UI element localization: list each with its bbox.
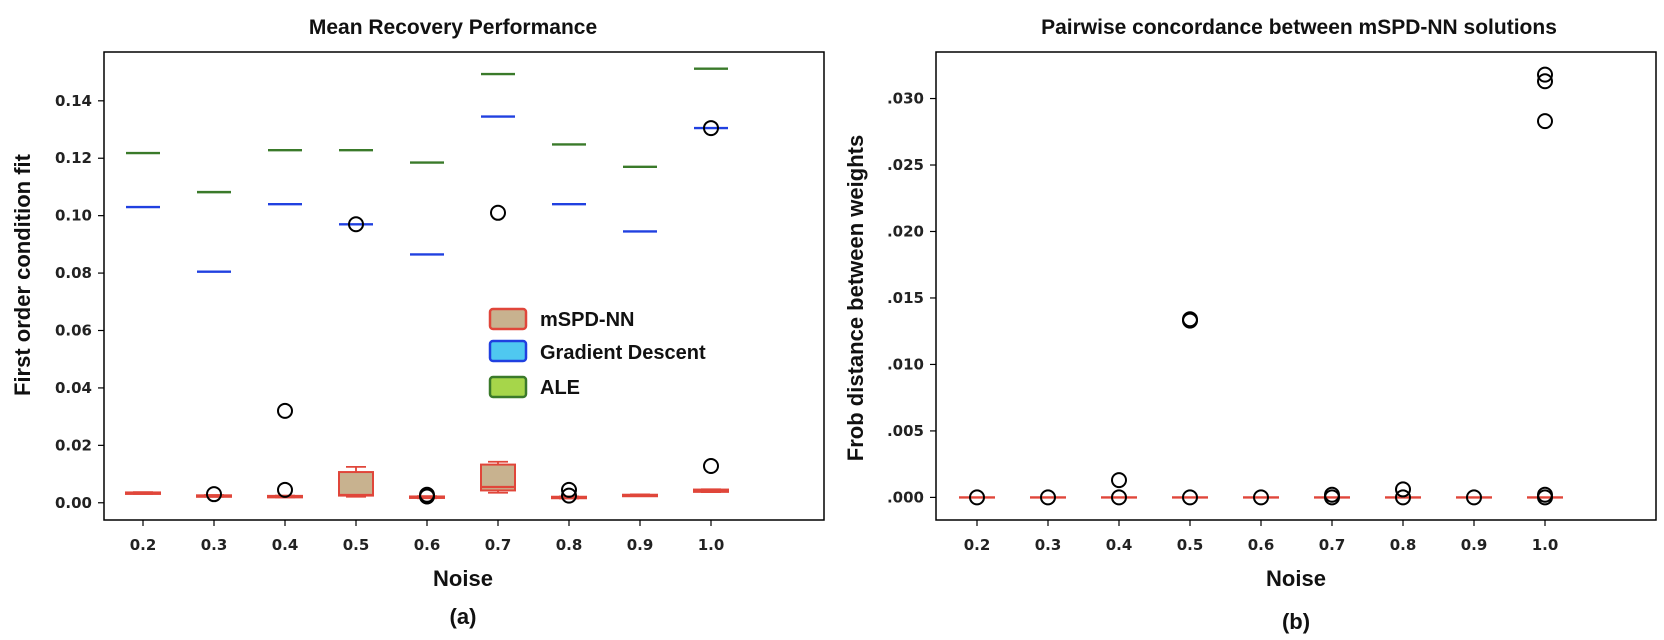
- outlier-mspd-nn-0-6: [1253, 489, 1269, 506]
- outlier-mspd-nn-1-0: [703, 458, 719, 475]
- panel-b-chart: Pairwise concordance between mSPD-NN sol…: [843, 16, 1657, 634]
- y-tick-label: 0.10: [55, 207, 92, 225]
- y-tick-label: .005: [887, 422, 924, 440]
- x-tick-label: 0.5: [343, 536, 370, 554]
- x-tick-label: 1.0: [1532, 536, 1559, 554]
- y-tick-label: 0.08: [55, 264, 92, 282]
- outlier-mspd-nn-1-0: [1537, 73, 1553, 90]
- x-tick-label: 0.9: [1461, 536, 1488, 554]
- legend-label-ale: ALE: [540, 377, 580, 399]
- box-mspd-nn-0-9: [622, 493, 658, 498]
- outlier-mspd-nn-0-5: [1182, 489, 1198, 506]
- box-mspd-nn-0-5: [338, 465, 374, 498]
- x-tick-label: 0.8: [556, 536, 583, 554]
- y-tick-label: .015: [887, 289, 924, 307]
- legend-swatch-mspd-nn: [488, 307, 528, 331]
- y-tick-label: 0.14: [55, 92, 92, 110]
- y-tick-label: .025: [887, 156, 924, 174]
- y-tick-label: .020: [887, 222, 924, 240]
- panel-a-y-axis-label: First order condition fit: [10, 153, 35, 396]
- y-tick-label: 0.12: [55, 149, 92, 167]
- x-tick-label: 0.6: [1248, 536, 1275, 554]
- panel-a-caption: (a): [450, 604, 477, 629]
- box-body: [338, 471, 374, 497]
- box-mspd-nn-1-0: [693, 488, 729, 494]
- y-tick-label: 0.06: [55, 322, 92, 340]
- y-tick-label: 0.02: [55, 436, 92, 454]
- legend-label-gradient-descent: Gradient Descent: [540, 342, 706, 364]
- box-mspd-nn-0-3: [196, 494, 232, 498]
- x-tick-label: 0.9: [627, 536, 654, 554]
- outlier-mspd-nn-0-5: [1182, 311, 1198, 328]
- x-tick-label: 0.6: [414, 536, 441, 554]
- outlier-mspd-nn-0-7: [490, 204, 506, 221]
- legend-swatch-ale: [488, 375, 528, 399]
- x-tick-label: 0.8: [1390, 536, 1417, 554]
- outlier-mspd-nn-0-8: [561, 481, 577, 498]
- x-tick-label: 0.2: [130, 536, 157, 554]
- y-tick-label: .010: [887, 355, 924, 373]
- panel-b-x-axis-label: Noise: [1266, 566, 1326, 591]
- outlier-mspd-nn-0-8: [1395, 489, 1411, 506]
- outlier-mspd-nn-0-6: [419, 486, 435, 503]
- panel-b-caption: (b): [1282, 609, 1310, 634]
- outlier-mspd-nn-0-4: [1111, 489, 1127, 506]
- x-tick-label: 0.3: [201, 536, 228, 554]
- outlier-mspd-nn-0-4: [1111, 472, 1127, 489]
- outlier-mspd-nn-1-0: [1537, 486, 1553, 503]
- box-mspd-nn-0-2: [125, 491, 161, 495]
- x-tick-label: 0.2: [964, 536, 991, 554]
- panel-b-title: Pairwise concordance between mSPD-NN sol…: [1041, 16, 1557, 39]
- outlier-mspd-nn-0-9: [1466, 489, 1482, 506]
- y-tick-label: 0.00: [55, 494, 92, 512]
- y-tick-label: .000: [887, 488, 924, 506]
- outlier-gradient-descent-1-0: [703, 120, 719, 137]
- x-tick-label: 0.5: [1177, 536, 1204, 554]
- x-tick-label: 0.4: [1106, 536, 1133, 554]
- legend-label-mspd-nn: mSPD-NN: [540, 309, 634, 331]
- outlier-gradient-descent-0-5: [348, 216, 364, 233]
- box-mspd-nn-0-7: [480, 460, 516, 494]
- outlier-mspd-nn-0-2: [969, 489, 985, 506]
- panel-a-chart: Mean Recovery Performance 0.00 0.02 0.04 0.…: [10, 16, 825, 629]
- outlier-mspd-nn-0-4: [277, 402, 293, 419]
- panel-b-y-axis-label: Frob distance between weights: [843, 135, 868, 461]
- outlier-mspd-nn-1-0: [1537, 113, 1553, 130]
- panel-b-plot-frame: [935, 51, 1657, 521]
- outlier-mspd-nn-0-4: [277, 481, 293, 498]
- outlier-mspd-nn-0-3: [206, 486, 222, 503]
- x-tick-label: 0.4: [272, 536, 299, 554]
- outlier-mspd-nn-0-8: [561, 487, 577, 504]
- legend-swatch-gradient-descent: [488, 339, 528, 363]
- panel-a-title: Mean Recovery Performance: [309, 16, 597, 39]
- outlier-mspd-nn-0-7: [1324, 486, 1340, 503]
- x-tick-label: 0.7: [485, 536, 512, 554]
- outlier-mspd-nn-0-3: [1040, 489, 1056, 506]
- y-tick-label: .030: [887, 90, 924, 108]
- x-tick-label: 0.3: [1035, 536, 1062, 554]
- box-mspd-nn-0-6: [409, 495, 445, 500]
- panel-a-plot-frame: [103, 51, 825, 521]
- x-tick-label: 1.0: [698, 536, 725, 554]
- panel-a-x-axis-label: Noise: [433, 566, 493, 591]
- y-tick-label: 0.04: [55, 379, 92, 397]
- outlier-mspd-nn-1-0: [1537, 66, 1553, 83]
- panel-a-legend: mSPD-NN Gradient Descent ALE: [488, 307, 706, 399]
- x-tick-label: 0.7: [1319, 536, 1346, 554]
- outlier-mspd-nn-0-8: [1395, 481, 1411, 498]
